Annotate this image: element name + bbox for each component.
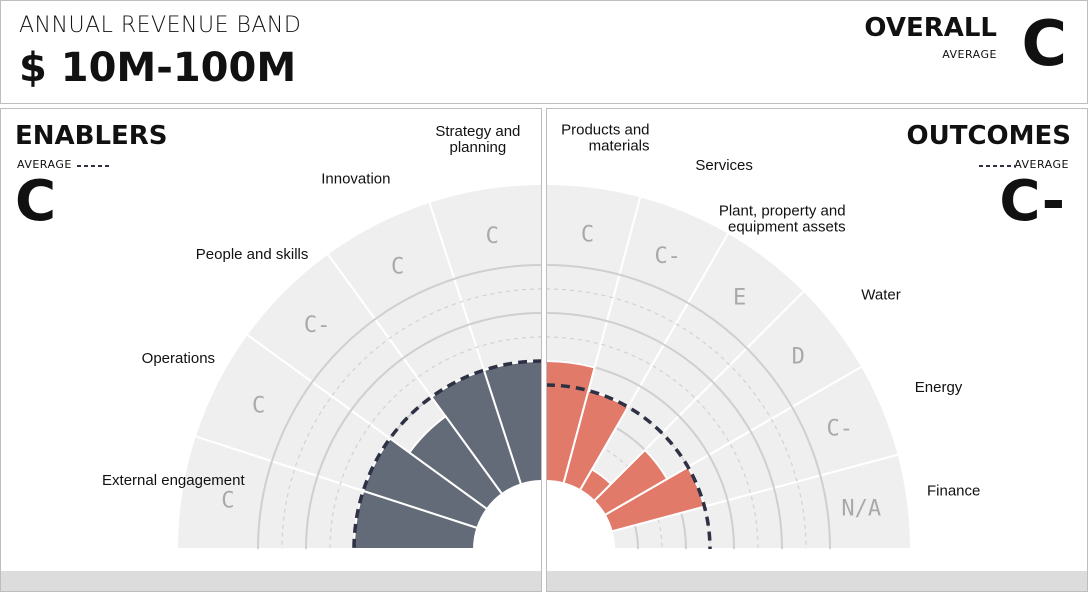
grade-label-plant-property-and-equipment-assets: E <box>733 286 746 311</box>
overall-label: OVERALL <box>864 13 997 43</box>
chart-center <box>474 481 541 591</box>
category-label-finance: Finance <box>927 482 980 499</box>
category-label-plant-property-and-equipment-assets: Plant, property and equipment assets <box>719 203 846 236</box>
revenue-header: ANNUAL REVENUE BAND $ 10M-100M OVERALL A… <box>0 0 1088 104</box>
outcomes-title: OUTCOMES <box>906 121 1072 151</box>
category-label-innovation: Innovation <box>321 171 390 188</box>
enablers-average-label: AVERAGE <box>17 158 72 171</box>
grade-label-products-and-materials: C <box>581 223 594 248</box>
grade-label-external-engagement: C <box>221 488 234 513</box>
overall-average-label: AVERAGE <box>942 48 997 61</box>
grade-ring-9 <box>547 264 831 550</box>
grade-label-strategy-and-planning: C <box>486 224 499 249</box>
enablers-scale-bar <box>1 571 541 591</box>
overall-grade: C <box>1021 7 1067 80</box>
category-label-people-and-skills: People and skills <box>196 246 309 263</box>
enablers-chart: C C C- C C Strategy and planning Innovation Peop… <box>77 123 541 591</box>
grade-label-energy: C- <box>827 416 854 441</box>
category-label-energy: Energy <box>915 379 963 396</box>
outcomes-average-label: AVERAGE <box>1014 158 1069 171</box>
enablers-title: ENABLERS <box>15 121 168 151</box>
grade-ring-8 <box>547 288 807 550</box>
grade-ring-9 <box>257 264 541 550</box>
outcomes-panel: C C- E D C- N/A Products and materials Services P… <box>546 108 1088 592</box>
revenue-band-label: ANNUAL REVENUE BAND <box>19 13 302 38</box>
revenue-band-value: $ 10M-100M <box>19 45 297 91</box>
outcomes-average-grade: C- <box>999 169 1065 234</box>
category-label-water: Water <box>861 286 900 303</box>
grade-label-innovation: C <box>391 255 404 280</box>
outcomes-chart: C C- E D C- N/A Products and materials Services P… <box>547 122 1015 591</box>
chart-center <box>547 481 614 591</box>
outcomes-scale-bar <box>547 571 1087 591</box>
category-label-products-and-materials: Products and materials <box>561 122 649 155</box>
enablers-average-grade: C <box>15 169 57 234</box>
grade-label-operations: C <box>252 394 265 419</box>
grade-label-water: D <box>792 344 805 369</box>
grade-label-finance: N/A <box>841 496 881 521</box>
enablers-panel: C C C- C C Strategy and planning Innovation Peop… <box>0 108 542 592</box>
average-ring <box>547 383 712 550</box>
grade-label-people-and-skills: C- <box>304 313 331 338</box>
category-label-operations: Operations <box>142 350 215 367</box>
category-label-strategy-and-planning: Strategy and planning <box>435 123 520 156</box>
grade-ring-7 <box>547 312 783 550</box>
category-label-services: Services <box>695 157 753 174</box>
grade-ring-8 <box>281 288 541 550</box>
category-label-external-engagement: External engagement <box>102 472 245 489</box>
grade-ring-7 <box>305 312 541 550</box>
grade-label-services: C- <box>654 244 681 269</box>
